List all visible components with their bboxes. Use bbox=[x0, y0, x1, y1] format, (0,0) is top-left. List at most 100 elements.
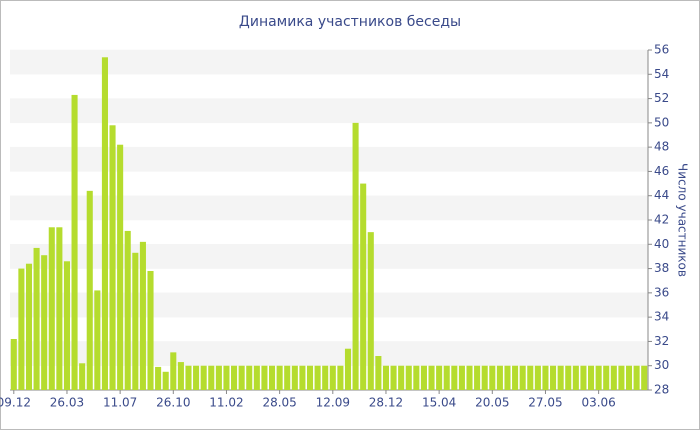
bar bbox=[337, 365, 344, 390]
bar bbox=[139, 241, 146, 390]
bar bbox=[504, 365, 511, 390]
y-tick-label: 50 bbox=[654, 115, 669, 129]
bar bbox=[284, 365, 291, 390]
y-tick-label: 42 bbox=[654, 213, 669, 227]
y-tick-label: 28 bbox=[654, 383, 669, 397]
grid-band bbox=[10, 341, 648, 366]
x-tick-label: 15.04 bbox=[422, 396, 456, 410]
bar bbox=[276, 365, 283, 390]
bar bbox=[132, 252, 139, 390]
bar bbox=[557, 365, 564, 390]
bar bbox=[405, 365, 412, 390]
bar bbox=[587, 365, 595, 390]
y-tick-label: 38 bbox=[654, 261, 669, 275]
bar bbox=[41, 255, 48, 390]
y-tick-label: 44 bbox=[654, 188, 669, 202]
bar bbox=[33, 247, 40, 390]
x-tick-label: 26.03 bbox=[50, 396, 84, 410]
bar bbox=[398, 365, 405, 390]
x-tick-label: 09.12 bbox=[0, 396, 31, 410]
bar bbox=[420, 365, 427, 390]
y-tick-label: 56 bbox=[654, 43, 669, 57]
x-tick-label: 11.07 bbox=[103, 396, 137, 410]
bar bbox=[170, 352, 177, 390]
bar bbox=[200, 365, 207, 390]
bar bbox=[641, 365, 648, 390]
bar bbox=[610, 365, 617, 390]
grid-band bbox=[10, 244, 648, 269]
bar bbox=[625, 365, 633, 390]
bar bbox=[71, 94, 78, 390]
bar bbox=[322, 365, 329, 390]
bar bbox=[268, 365, 276, 390]
bar bbox=[10, 339, 17, 390]
bar bbox=[496, 365, 503, 390]
bar bbox=[572, 365, 579, 390]
y-axis-title: Число участников bbox=[676, 163, 690, 277]
x-tick-label: 26.10 bbox=[156, 396, 190, 410]
x-tick-label: 11.02 bbox=[209, 396, 243, 410]
bar bbox=[458, 365, 465, 390]
bar bbox=[633, 365, 640, 390]
grid-band bbox=[10, 98, 648, 123]
grid-band bbox=[10, 195, 648, 220]
bar bbox=[618, 365, 625, 390]
bar bbox=[474, 365, 481, 390]
bar bbox=[527, 365, 534, 390]
y-tick-label: 40 bbox=[654, 237, 669, 251]
bar bbox=[101, 57, 108, 391]
bar bbox=[519, 365, 526, 390]
bar bbox=[86, 190, 93, 390]
y-tick-label: 32 bbox=[654, 334, 669, 348]
bar bbox=[109, 125, 116, 391]
bar bbox=[306, 365, 314, 390]
bar bbox=[382, 365, 390, 390]
bar bbox=[542, 365, 549, 390]
bar bbox=[512, 365, 519, 390]
x-tick-label: 03.06 bbox=[581, 396, 615, 410]
bar bbox=[223, 365, 230, 390]
bar bbox=[155, 366, 162, 390]
x-tick-label: 28.12 bbox=[369, 396, 403, 410]
bar bbox=[147, 271, 154, 390]
bar bbox=[580, 365, 587, 390]
bar bbox=[193, 365, 200, 390]
bar bbox=[344, 348, 352, 390]
bar bbox=[436, 365, 443, 390]
bar bbox=[413, 365, 420, 390]
bar bbox=[367, 232, 374, 390]
y-tick-label: 34 bbox=[654, 310, 669, 324]
bar bbox=[375, 356, 382, 390]
bar bbox=[261, 365, 268, 390]
x-tick-label: 12.09 bbox=[316, 396, 350, 410]
bar bbox=[63, 261, 71, 390]
bar bbox=[215, 365, 222, 390]
bar bbox=[360, 183, 367, 390]
bar bbox=[25, 263, 33, 390]
bar bbox=[595, 365, 602, 390]
bar bbox=[481, 365, 488, 390]
bar bbox=[291, 365, 298, 390]
bar bbox=[489, 365, 496, 390]
x-tick-label: 28.05 bbox=[262, 396, 296, 410]
bar bbox=[18, 268, 25, 390]
bar bbox=[565, 365, 572, 390]
bar bbox=[299, 365, 306, 390]
bar bbox=[428, 365, 435, 390]
bar bbox=[208, 365, 215, 390]
chart-title: Динамика участников беседы bbox=[239, 14, 461, 30]
bar bbox=[94, 290, 101, 390]
bar bbox=[550, 365, 557, 390]
y-tick-label: 30 bbox=[654, 358, 669, 372]
bar bbox=[466, 365, 473, 390]
y-tick-label: 54 bbox=[654, 67, 669, 81]
bar bbox=[231, 365, 238, 390]
y-tick-label: 48 bbox=[654, 140, 669, 154]
bar bbox=[314, 365, 321, 390]
grid-band bbox=[10, 147, 648, 172]
grid-band bbox=[10, 292, 648, 318]
bar bbox=[534, 365, 541, 390]
grid-band bbox=[10, 50, 648, 75]
bar bbox=[352, 122, 359, 390]
